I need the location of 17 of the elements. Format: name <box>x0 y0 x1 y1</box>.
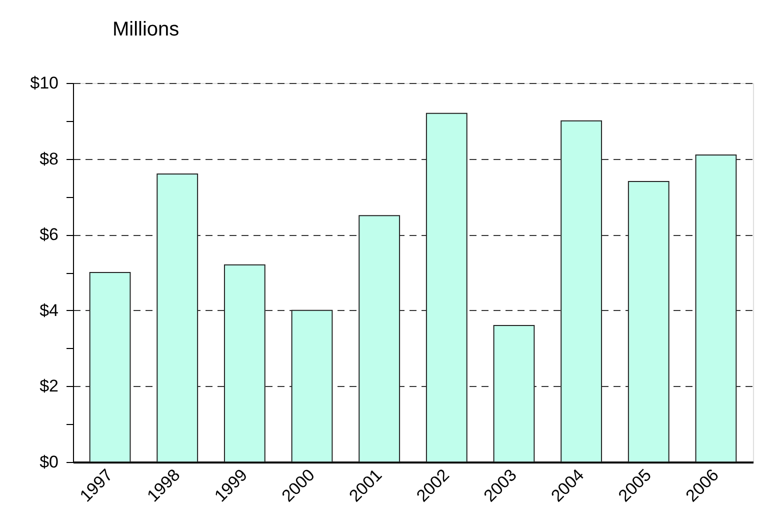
bar <box>156 173 198 462</box>
y-tick-label: $10 <box>30 74 58 92</box>
bar <box>291 310 333 462</box>
bar <box>695 154 737 462</box>
bar <box>426 112 468 462</box>
y-tick-label: $0 <box>40 452 58 472</box>
bar <box>358 215 400 462</box>
y-tick-label: $8 <box>40 149 58 168</box>
y-tick-label: $6 <box>40 225 58 244</box>
bar <box>493 325 535 462</box>
bar <box>628 181 670 462</box>
bar <box>560 120 602 462</box>
y-tick-label: $2 <box>40 376 58 396</box>
y-axis-title: Millions <box>112 18 180 40</box>
bar <box>224 264 266 462</box>
y-tick-label: $4 <box>40 300 58 320</box>
bar <box>89 272 131 462</box>
